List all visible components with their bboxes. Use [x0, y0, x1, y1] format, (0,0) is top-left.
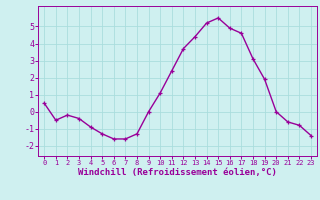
- X-axis label: Windchill (Refroidissement éolien,°C): Windchill (Refroidissement éolien,°C): [78, 168, 277, 177]
